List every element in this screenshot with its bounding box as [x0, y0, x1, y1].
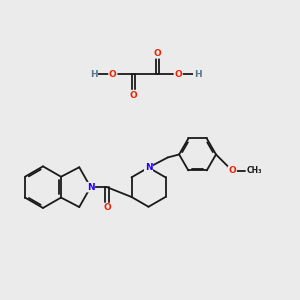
Text: O: O — [154, 49, 161, 58]
Text: CH₃: CH₃ — [246, 166, 262, 175]
Text: O: O — [229, 166, 236, 175]
Text: N: N — [87, 183, 94, 192]
Text: H: H — [90, 70, 97, 79]
Text: O: O — [103, 203, 111, 212]
Text: O: O — [174, 70, 182, 79]
Text: O: O — [130, 91, 137, 100]
Text: H: H — [194, 70, 201, 79]
Text: O: O — [109, 70, 117, 79]
Text: N: N — [145, 163, 152, 172]
